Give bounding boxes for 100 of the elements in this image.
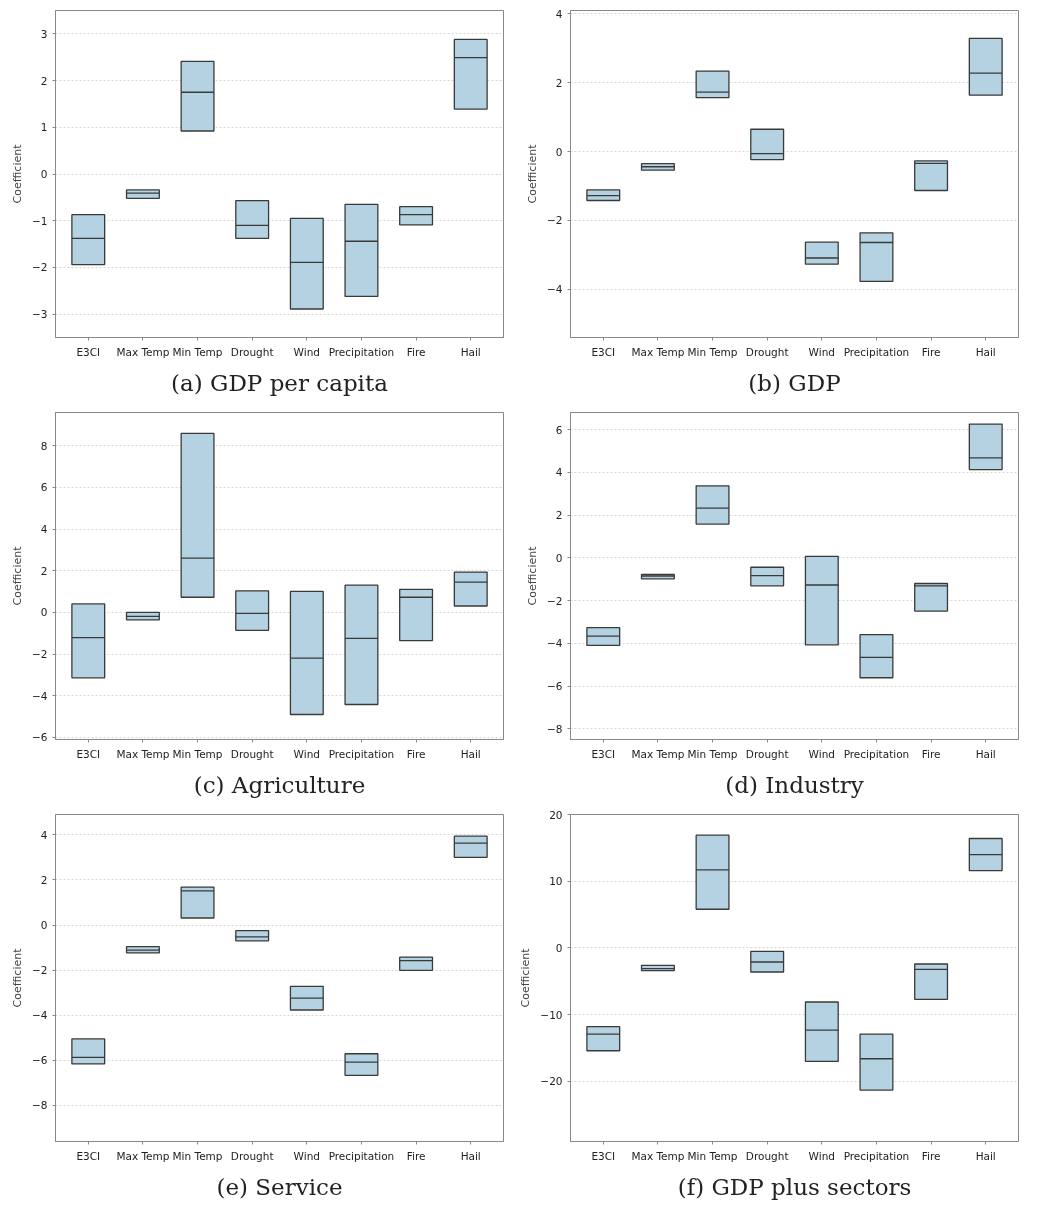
y-tick-label: −1 [32, 214, 48, 227]
x-tick-label: E3CI [591, 345, 616, 358]
y-tick-label: 0 [40, 606, 48, 619]
y-tick-label: 8 [40, 439, 48, 452]
y-tick-label: 10 [549, 875, 563, 888]
x-tick-label: Max Temp [116, 345, 170, 358]
x-tick-label: E3CI [76, 747, 101, 760]
y-tick-label: −8 [32, 1099, 48, 1112]
y-tick-label: −6 [32, 731, 48, 744]
y-tick-label: 3 [40, 27, 48, 40]
y-tick-label: −3 [32, 308, 48, 321]
x-tick-label: Fire [406, 345, 426, 358]
text: (b) GDP [748, 369, 841, 396]
y-tick-label: 0 [555, 941, 563, 954]
y-tick-label: 1 [40, 121, 48, 134]
y-tick-label: −6 [32, 1054, 48, 1067]
y-axis-title: Coefficient [11, 143, 25, 204]
text: (d) Industry [725, 771, 864, 798]
x-tick-label: Drought [745, 747, 789, 760]
x-tick-label: Max Temp [631, 747, 685, 760]
x-tick-label: Max Temp [116, 1149, 170, 1162]
x-tick-label: Precipitation [328, 747, 395, 760]
x-tick-label: E3CI [591, 747, 616, 760]
y-tick-label: 2 [40, 873, 48, 886]
y-tick-label: −4 [32, 689, 48, 702]
x-tick-label: E3CI [76, 1149, 101, 1162]
y-tick-label: 2 [555, 76, 563, 89]
y-axis-title: Coefficient [526, 143, 540, 204]
x-tick-label: Hail [460, 1149, 481, 1162]
x-tick-label: Drought [230, 1149, 274, 1162]
y-tick-label: −2 [32, 261, 48, 274]
y-tick-label: −2 [32, 648, 48, 661]
y-tick-label: −10 [540, 1008, 563, 1021]
y-tick-label: −6 [547, 680, 563, 693]
y-tick-label: 2 [40, 74, 48, 87]
x-tick-label: Max Temp [631, 345, 685, 358]
x-tick-label: Hail [460, 345, 481, 358]
x-tick-label: Max Temp [631, 1149, 685, 1162]
y-tick-label: 4 [555, 466, 563, 479]
x-tick-label: Hail [975, 1149, 996, 1162]
x-tick-label: Wind [808, 747, 836, 760]
y-axis-title: Coefficient [11, 545, 25, 606]
x-tick-label: Fire [921, 345, 941, 358]
y-tick-label: −8 [547, 722, 563, 735]
x-tick-label: Drought [230, 345, 274, 358]
text: (f) GDP plus sectors [677, 1173, 912, 1200]
x-tick-label: Hail [975, 747, 996, 760]
y-axis-title: Coefficient [11, 947, 25, 1008]
y-tick-label: 0 [555, 145, 563, 158]
x-tick-label: Hail [975, 345, 996, 358]
y-tick-label: 4 [555, 7, 563, 20]
y-tick-label: −4 [32, 1009, 48, 1022]
x-tick-label: Precipitation [843, 1149, 910, 1162]
x-tick-label: Wind [293, 1149, 321, 1162]
y-tick-label: −2 [32, 964, 48, 977]
x-tick-label: Precipitation [328, 345, 395, 358]
x-tick-label: Hail [460, 747, 481, 760]
y-tick-label: −4 [547, 637, 563, 650]
x-tick-label: Fire [406, 1149, 426, 1162]
y-tick-label: −2 [547, 214, 563, 227]
x-tick-label: Precipitation [843, 747, 910, 760]
x-tick-label: Wind [808, 345, 836, 358]
text: (a) GDP per capita [171, 369, 389, 396]
y-tick-label: 4 [40, 828, 48, 841]
x-tick-label: Precipitation [843, 345, 910, 358]
y-tick-label: 2 [40, 564, 48, 577]
y-tick-label: 6 [555, 423, 563, 436]
x-tick-label: Max Temp [116, 747, 170, 760]
y-tick-label: 0 [40, 919, 48, 931]
y-tick-label: −4 [547, 283, 563, 296]
x-tick-label: Min Temp [172, 747, 223, 760]
y-tick-label: 0 [555, 551, 563, 564]
x-tick-label: Wind [293, 747, 321, 760]
y-tick-label: 4 [40, 523, 48, 536]
y-tick-label: 6 [40, 481, 48, 494]
y-tick-label: 20 [549, 808, 563, 821]
text: (e) Service [216, 1173, 343, 1200]
x-tick-label: Drought [230, 747, 274, 760]
x-tick-label: E3CI [591, 1149, 616, 1162]
x-tick-label: Precipitation [328, 1149, 395, 1162]
x-tick-label: Fire [406, 747, 426, 760]
y-tick-label: 0 [40, 168, 48, 180]
y-tick-label: −20 [540, 1075, 563, 1088]
x-tick-label: Min Temp [687, 747, 738, 760]
x-tick-label: Wind [293, 345, 321, 358]
x-tick-label: Min Temp [172, 345, 223, 358]
y-tick-label: 2 [555, 509, 563, 522]
x-tick-label: E3CI [76, 345, 101, 358]
x-tick-label: Fire [921, 747, 941, 760]
y-axis-title: Coefficient [526, 545, 540, 606]
y-tick-label: −2 [547, 594, 563, 607]
x-tick-label: Min Temp [687, 1149, 738, 1162]
x-tick-label: Wind [808, 1149, 836, 1162]
x-tick-label: Min Temp [687, 345, 738, 358]
x-tick-label: Drought [745, 345, 789, 358]
x-tick-label: Drought [745, 1149, 789, 1162]
y-axis-title: Coefficient [519, 947, 533, 1008]
text: (c) Agriculture [193, 771, 366, 798]
x-tick-label: Min Temp [172, 1149, 223, 1162]
x-tick-label: Fire [921, 1149, 941, 1162]
